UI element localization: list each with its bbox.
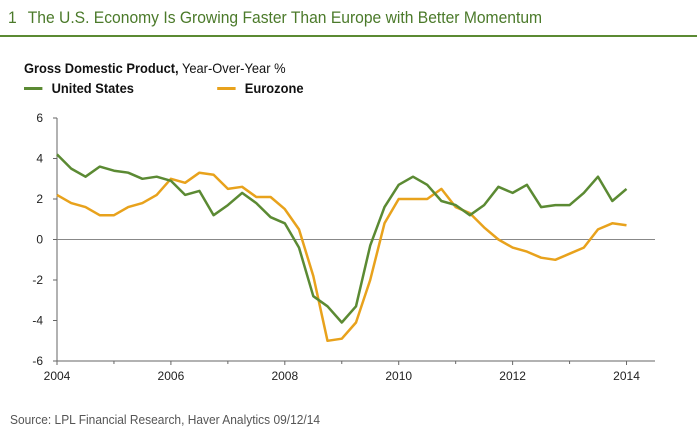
y-tick-label: -4 bbox=[32, 314, 43, 328]
legend-label-us: United States bbox=[51, 80, 134, 96]
subtitle-normal: Year-Over-Year % bbox=[178, 60, 286, 76]
legend-label-eurozone: Eurozone bbox=[244, 80, 304, 96]
legend-swatch-us bbox=[24, 86, 43, 90]
y-tick-label: 0 bbox=[36, 233, 43, 247]
legend-item-eurozone: Eurozone bbox=[217, 80, 303, 96]
legend-swatch-eurozone bbox=[217, 86, 236, 90]
y-tick-label: 4 bbox=[36, 152, 43, 166]
x-tick-label: 2006 bbox=[158, 369, 185, 383]
legend-item-us: United States bbox=[24, 80, 134, 96]
y-tick-label: -6 bbox=[32, 354, 43, 368]
x-tick-label: 2010 bbox=[385, 369, 412, 383]
y-tick-label: 2 bbox=[36, 192, 43, 206]
x-tick-label: 2012 bbox=[499, 369, 526, 383]
x-tick-label: 2004 bbox=[44, 369, 71, 383]
y-tick-label: 6 bbox=[36, 111, 43, 125]
chart-subtitle: Gross Domestic Product, Year-Over-Year % bbox=[24, 60, 286, 76]
series-line-eurozone bbox=[56, 171, 627, 343]
y-tick-label: -2 bbox=[32, 273, 43, 287]
chart-title: 1 The U.S. Economy Is Growing Faster Than… bbox=[8, 8, 542, 28]
figure-number: 1 bbox=[8, 8, 17, 27]
x-tick-label: 2014 bbox=[613, 369, 640, 383]
title-rule bbox=[0, 35, 697, 37]
title-text: The U.S. Economy Is Growing Faster Than … bbox=[27, 8, 543, 27]
source-note: Source: LPL Financial Research, Haver An… bbox=[10, 412, 321, 427]
x-tick-label: 2008 bbox=[271, 369, 298, 383]
series-line-united-states bbox=[56, 153, 628, 324]
subtitle-bold: Gross Domestic Product, bbox=[24, 60, 179, 76]
